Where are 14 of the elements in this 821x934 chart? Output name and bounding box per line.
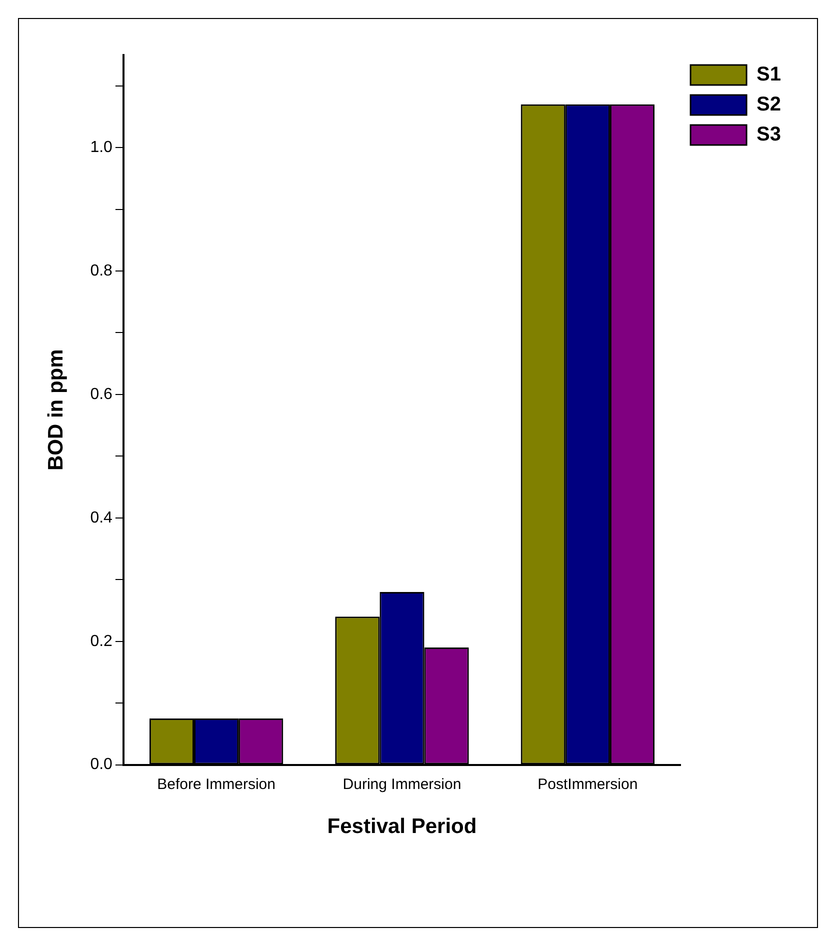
y-tick-label: 0.8 [90,262,113,280]
y-tick-label: 0.2 [90,632,113,650]
x-axis-title: Festival Period [327,815,477,838]
x-tick-label: During Immersion [342,776,462,793]
legend-label: S1 [756,64,782,86]
y-tick-label: 0.4 [90,509,113,526]
y-axis-title: BOD in ppm [44,349,68,471]
x-tick-label: PostImmersion [538,776,638,793]
y-tick-label: 0.6 [90,386,113,403]
y-tick-label: 0.0 [90,756,113,774]
legend-label: S2 [756,94,782,116]
y-tick-label: 1.0 [90,138,113,156]
x-tick-label: Before Immersion [157,776,276,793]
legend-label: S3 [756,124,782,146]
